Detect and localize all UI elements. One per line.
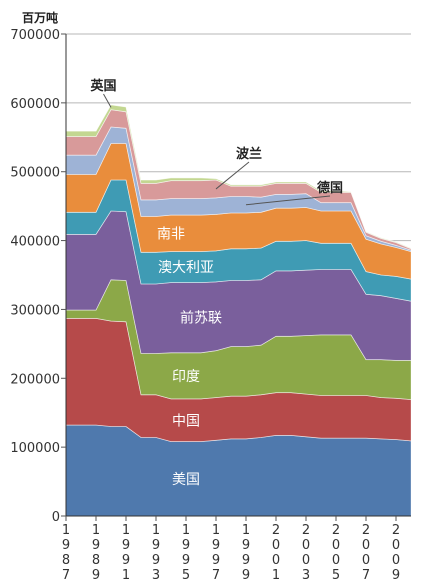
y-tick-label: 500000	[10, 166, 60, 181]
area-edge	[66, 210, 412, 302]
y-tick-label: 300000	[10, 303, 60, 318]
series-label-中国: 中国	[172, 413, 200, 429]
y-tick-label: 700000	[10, 28, 60, 43]
series-label-南非: 南非	[157, 226, 185, 242]
area-edge	[66, 179, 412, 280]
series-label-德国: 德国	[317, 180, 343, 196]
unit-label: 百万吨	[22, 10, 58, 25]
callout-line	[245, 195, 331, 206]
callout-line	[215, 161, 250, 190]
area-英国	[65, 104, 412, 250]
area-edge	[66, 104, 412, 249]
y-axis-ticks: 0 100000 200000 300000 400000 500000 600000 700…	[10, 28, 66, 525]
series-label-美国: 美国	[172, 472, 200, 488]
callout-line	[103, 93, 112, 108]
series-label-印度: 印度	[172, 369, 200, 385]
x-axis-ticks: 1 9 8 7 1 9 8 9 1 9 9 1 1 9 9 3 1 9 9 5 1 9 9 7 1 9 9 9 2 0 0 1 2 0 0 3 2 0 0 5…	[62, 516, 400, 583]
y-tick-label: 200000	[10, 372, 60, 387]
area-edge	[66, 318, 412, 400]
series-label-英国: 英国	[89, 78, 116, 94]
y-tick-label: 100000	[10, 441, 60, 456]
series-label-前苏联: 前苏联	[180, 310, 222, 327]
y-tick-label: 0	[52, 510, 60, 525]
y-tick-label: 400000	[10, 235, 60, 250]
y-tick-label: 600000	[10, 97, 60, 112]
area-edge	[66, 279, 411, 361]
area-edge	[66, 109, 412, 250]
series-label-波兰: 波兰	[236, 146, 262, 162]
axes	[65, 34, 411, 517]
series-label-澳大利亚: 澳大利亚	[158, 260, 214, 276]
area-edge	[66, 143, 412, 252]
area-series	[65, 104, 412, 517]
area-edge	[66, 126, 412, 251]
area-edge	[66, 424, 412, 442]
